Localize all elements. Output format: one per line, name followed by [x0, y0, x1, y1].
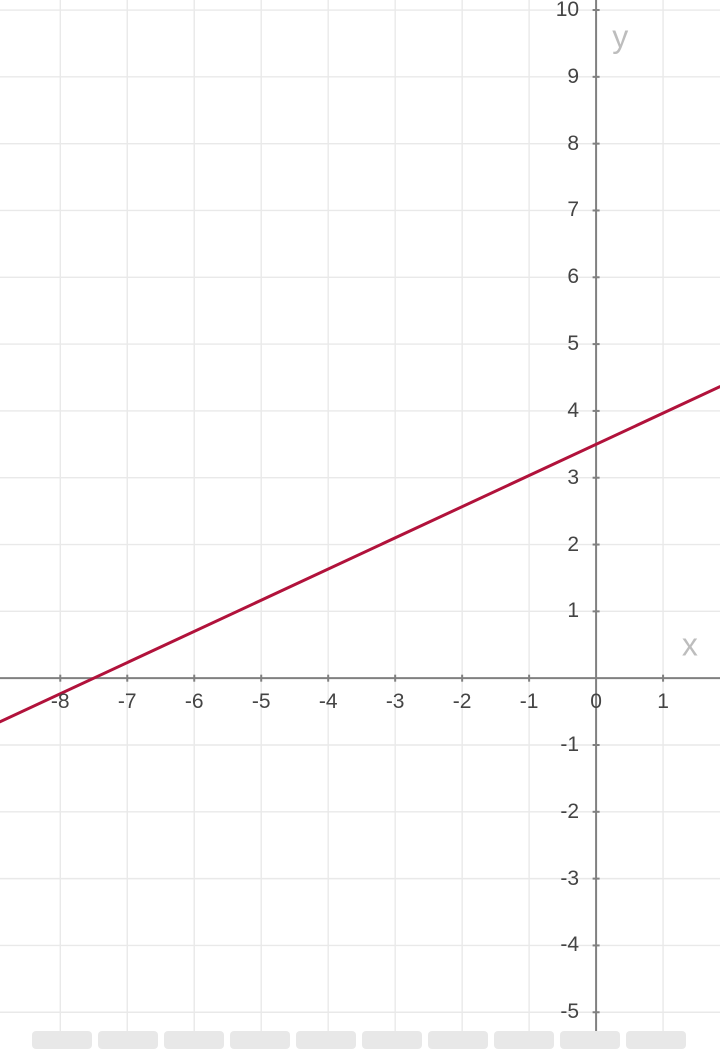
scrollbar-segment[interactable]	[494, 1031, 554, 1049]
y-tick-label: 4	[567, 399, 579, 423]
scrollbar-segment[interactable]	[428, 1031, 488, 1049]
x-tick-label: 0	[590, 690, 602, 714]
scrollbar-segment[interactable]	[32, 1031, 92, 1049]
y-tick-label: 7	[567, 198, 579, 222]
x-tick-label: -5	[252, 690, 271, 714]
scrollbar-segment[interactable]	[164, 1031, 224, 1049]
scrollbar-segment[interactable]	[560, 1031, 620, 1049]
scrollbar-segment[interactable]	[296, 1031, 356, 1049]
y-axis-name: y	[612, 18, 628, 55]
y-tick-label: 10	[556, 0, 579, 22]
y-tick-label: 8	[567, 132, 579, 156]
x-tick-label: -4	[319, 690, 338, 714]
x-axis-name: x	[682, 626, 698, 663]
scrollbar-segment[interactable]	[362, 1031, 422, 1049]
x-tick-label: -1	[520, 690, 539, 714]
scrollbar-segment[interactable]	[626, 1031, 686, 1049]
scrollbar-segment[interactable]	[230, 1031, 290, 1049]
y-tick-label: -1	[560, 733, 579, 757]
x-tick-label: -3	[386, 690, 405, 714]
x-tick-label: -8	[51, 690, 70, 714]
y-tick-label: 3	[567, 466, 579, 490]
y-tick-label: -2	[560, 800, 579, 824]
y-tick-label: 9	[567, 65, 579, 89]
x-tick-label: -7	[118, 690, 137, 714]
x-tick-label: -2	[453, 690, 472, 714]
x-tick-label: 1	[657, 690, 669, 714]
coordinate-plane-chart: -8 -7 -6 -5 -4 -3 -2 -1 0 1 -5 -4 -3 -2 -1 1 2 3 4 5 6 7 8 9 10 x…	[0, 0, 720, 1049]
scrollbar-segment[interactable]	[98, 1031, 158, 1049]
y-tick-label: -5	[560, 1000, 579, 1024]
y-tick-label: 6	[567, 265, 579, 289]
y-tick-label: 1	[567, 599, 579, 623]
y-tick-label: 5	[567, 332, 579, 356]
plot-svg	[0, 0, 720, 1049]
y-tick-label: -3	[560, 867, 579, 891]
y-tick-label: -4	[560, 933, 579, 957]
x-tick-label: -6	[185, 690, 204, 714]
y-tick-label: 2	[567, 533, 579, 557]
